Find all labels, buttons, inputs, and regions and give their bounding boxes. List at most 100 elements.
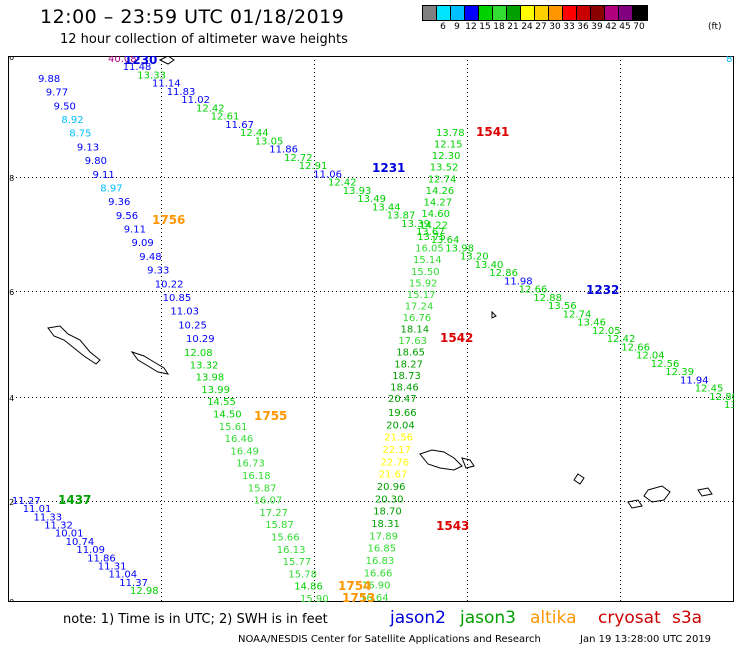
wave-height-label: 14.22 [419, 221, 448, 232]
wave-height-label: 13.78 [436, 128, 465, 139]
wave-height-label: 20.30 [375, 494, 404, 505]
wave-height-label: 11.83 [167, 87, 196, 98]
wave-height-label: 22.76 [381, 457, 410, 468]
wave-height-label: 13.56 [548, 301, 577, 312]
wave-height-label: 17.24 [405, 302, 434, 313]
scale-swatch [633, 6, 647, 20]
wave-height-label: 9.77 [46, 88, 68, 99]
timestamp: Jan 19 13:28:00 UTC 2019 [580, 634, 712, 645]
wave-height-label: 13.67 [416, 227, 445, 238]
wave-height-label: 8.92 [61, 115, 83, 126]
wave-height-label: 9.11 [124, 225, 146, 236]
scale-swatch [549, 6, 563, 20]
wave-height-label: 12.74 [428, 174, 457, 185]
wave-height-label: 20.04 [386, 420, 415, 431]
wave-height-label: 10.01 [55, 529, 84, 540]
wave-height-label: 13.87 [387, 211, 416, 222]
scale-swatch [451, 6, 465, 20]
scale-swatch [437, 6, 451, 20]
wave-height-label: 11.31 [98, 562, 127, 573]
wave-height-label: 12.66 [519, 285, 548, 296]
wave-height-label: 17.27 [259, 508, 288, 519]
wave-height-label: 15.14 [413, 255, 442, 266]
wave-height-label: 22.17 [382, 445, 411, 456]
scale-swatch [493, 6, 507, 20]
footer-note: note: 1) Time is in UTC; 2) SWH is in fe… [63, 612, 328, 627]
pass-time-label: 1756 [152, 213, 185, 227]
island-9 [158, 56, 175, 65]
wave-height-label: 13.20 [460, 252, 489, 263]
lat-label: 58 [8, 174, 14, 183]
island-3 [419, 449, 463, 471]
wave-height-label: 11.32 [44, 521, 73, 532]
wave-height-label: 17.63 [398, 336, 427, 347]
wave-height-label: 18.27 [394, 359, 423, 370]
lat-lon-grid [8, 56, 734, 602]
wave-height-label: 8.97 [100, 184, 122, 195]
satellite-jason2: jason2 [390, 608, 446, 628]
wave-height-label: 16.18 [242, 471, 271, 482]
credit-line: NOAA/NESDIS Center for Satellite Applica… [238, 634, 541, 645]
wave-height-label: 16.66 [364, 568, 393, 579]
pass-time-label: 1543 [436, 519, 469, 533]
wave-height-label: 13.05 [255, 136, 284, 147]
scale-swatch [577, 6, 591, 20]
lat-label: 60 [8, 56, 14, 62]
color-scale-unit: (ft) [708, 22, 722, 32]
scale-label: 12 [465, 22, 477, 32]
island-2 [130, 351, 170, 375]
scale-swatch [465, 6, 479, 20]
island-10 [491, 310, 497, 319]
wave-height-label: 11.14 [152, 79, 181, 90]
wave-height-label: 16.07 [254, 496, 283, 507]
land-outlines [47, 56, 713, 509]
wave-height-label: 9.80 [85, 156, 107, 167]
wave-height-label: 12.42 [328, 178, 357, 189]
scale-swatch [507, 6, 521, 20]
wave-height-label: 14.86 [294, 582, 323, 593]
wave-height-label: 15.61 [219, 422, 248, 433]
wave-height-label: 11.27 [12, 496, 41, 507]
wave-height-label: 11.98 [504, 276, 533, 287]
wave-height-label: 12.88 [533, 293, 562, 304]
lat-label: 54 [8, 394, 14, 403]
pass-time-label: 1542 [440, 331, 473, 345]
wave-height-label: 9.09 [132, 238, 154, 249]
wave-height-label: 13.99 [201, 385, 230, 396]
wave-height-label: 12.45 [695, 384, 724, 395]
wave-height-label: 9.48 [139, 252, 161, 263]
wave-height-label: 12.91 [299, 161, 328, 172]
color-scale-legend [422, 5, 648, 21]
wave-height-label: 18.46 [390, 382, 419, 393]
wave-height-label: 20.96 [377, 482, 406, 493]
scale-label: 6 [440, 22, 446, 32]
island-5 [573, 473, 585, 485]
scale-swatch [563, 6, 577, 20]
wave-height-label: 18.14 [401, 325, 430, 336]
island-1 [47, 325, 101, 365]
island-4 [461, 457, 475, 469]
scale-label: 21 [507, 22, 519, 32]
wave-height-label: 12.30 [432, 151, 461, 162]
wave-height-label: 15.78 [288, 569, 317, 580]
wave-height-label: 12.04 [636, 351, 665, 362]
scale-swatch [591, 6, 605, 20]
scale-label: 24 [521, 22, 533, 32]
wave-height-map: 165168171174177605856545250 40.0811.4813… [8, 56, 734, 602]
wave-height-label: 14.55 [207, 397, 236, 408]
page-subtitle: 12 hour collection of altimeter wave hei… [60, 32, 348, 47]
wave-height-label: 11.67 [225, 120, 254, 131]
wave-height-label: 12.44 [240, 128, 269, 139]
wave-height-label: 10.22 [155, 279, 184, 290]
wave-height-label: 13.49 [357, 194, 386, 205]
wave-height-label: 11.37 [119, 578, 148, 589]
lat-label: 56 [8, 288, 14, 297]
pass-time-label: 1541 [476, 125, 509, 139]
page-title: 12:00 – 23:59 UTC 01/18/2019 [40, 6, 345, 28]
pass-time-label: 1230 [124, 56, 157, 67]
wave-height-label: 13.75 [417, 232, 446, 243]
scale-label: 15 [479, 22, 491, 32]
wave-height-label: 16.13 [277, 545, 306, 556]
scale-swatch [423, 6, 437, 20]
satellite-cryosat: cryosat [598, 608, 661, 628]
